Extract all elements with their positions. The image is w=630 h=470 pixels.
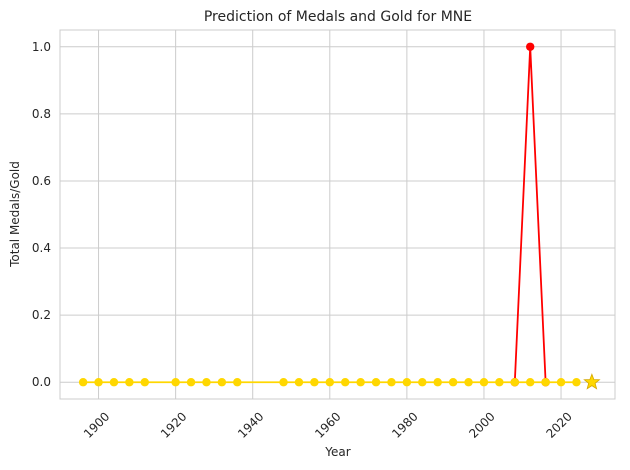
- data-point: [418, 378, 427, 387]
- data-point: [371, 378, 381, 387]
- data-point: [464, 378, 473, 387]
- data-point: [572, 378, 581, 387]
- data-point: [202, 378, 211, 387]
- data-point: [233, 378, 242, 387]
- y-tick-label: 0.2: [32, 308, 51, 322]
- series-line: [513, 46, 547, 383]
- x-tick-label: 2020: [543, 409, 574, 440]
- data-point: [279, 378, 288, 387]
- data-point: [109, 378, 119, 387]
- data-point: [125, 378, 134, 387]
- x-tick-label: 1900: [81, 409, 112, 440]
- data-point: [140, 378, 149, 387]
- data-point: [356, 378, 365, 387]
- plot-frame: [59, 29, 616, 400]
- data-point: [171, 378, 180, 387]
- data-point: [448, 378, 458, 387]
- x-tick-label: 1920: [158, 409, 189, 440]
- data-point: [294, 378, 304, 387]
- x-tick-label: 1980: [389, 409, 420, 440]
- data-point: [510, 378, 519, 387]
- y-axis-ticks: 0.0 0.2 0.4 0.6 0.8 1.0: [32, 40, 51, 389]
- series-0: [510, 42, 550, 387]
- x-axis-ticks: 1900 1920 1940 1960 1980 2000 2020: [81, 409, 575, 440]
- data-point-star: [583, 373, 601, 390]
- data-point: [402, 378, 412, 387]
- y-tick-label: 0.4: [32, 241, 51, 255]
- x-tick-label: 1960: [312, 409, 343, 440]
- data-point: [433, 378, 442, 387]
- data-point: [495, 378, 504, 387]
- y-tick-label: 0.8: [32, 107, 51, 121]
- data-point: [479, 378, 489, 387]
- data-point: [556, 378, 566, 387]
- data-point: [341, 378, 350, 387]
- y-tick-label: 1.0: [32, 40, 51, 54]
- gridlines: [60, 30, 615, 399]
- x-tick-label: 1940: [235, 409, 266, 440]
- data-point: [217, 378, 227, 387]
- data-point: [526, 42, 535, 51]
- chart-title: Prediction of Medals and Gold for MNE: [204, 9, 472, 25]
- series-layer: [78, 42, 601, 390]
- data-point: [541, 378, 550, 387]
- data-point: [325, 378, 334, 387]
- series-2: [583, 373, 601, 390]
- data-point: [186, 378, 196, 387]
- y-tick-label: 0.0: [32, 375, 51, 389]
- data-point: [310, 378, 319, 387]
- data-point: [94, 378, 103, 387]
- series-1: [78, 378, 581, 387]
- x-tick-label: 2000: [466, 409, 497, 440]
- axes-frame: [59, 29, 616, 400]
- data-point: [78, 378, 88, 387]
- x-axis-label: Year: [324, 445, 350, 459]
- data-point: [526, 378, 535, 387]
- data-point: [387, 378, 396, 387]
- y-axis-label: Total Medals/Gold: [8, 161, 22, 268]
- y-tick-label: 0.6: [32, 174, 51, 188]
